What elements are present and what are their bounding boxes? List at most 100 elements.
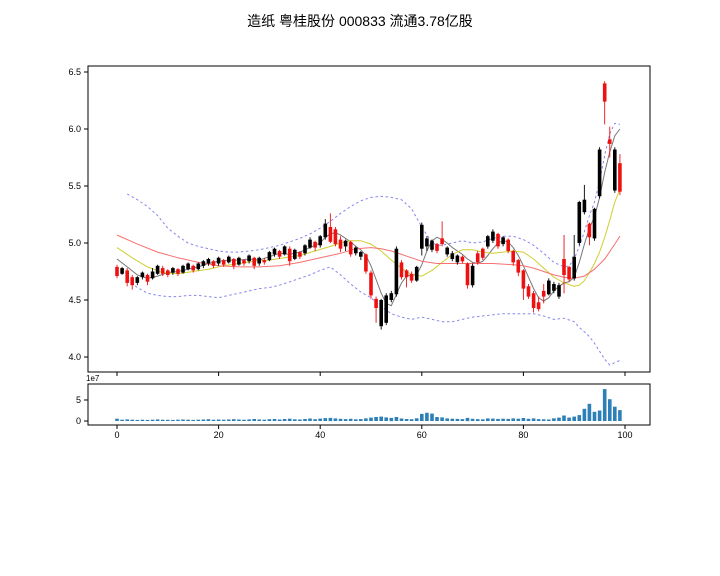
candle-body <box>552 284 556 291</box>
volume-offset-label: 1e7 <box>86 374 100 383</box>
volume-bar <box>287 418 292 421</box>
candle-body <box>232 259 236 266</box>
volume-bar <box>171 419 175 421</box>
ma_mid_yellow-line <box>116 189 621 287</box>
candle-body <box>567 266 571 280</box>
candle-body <box>389 293 394 300</box>
candle-body <box>470 265 475 286</box>
candle <box>552 281 556 294</box>
volume-bar <box>211 419 216 421</box>
candle-body <box>115 266 119 276</box>
volume-bar <box>460 419 465 421</box>
volume-bar <box>384 417 388 421</box>
volume-bar <box>592 411 597 421</box>
candle-body <box>181 265 185 273</box>
volume-bar <box>445 418 449 421</box>
candle <box>521 269 526 300</box>
candle <box>120 266 124 275</box>
candle <box>597 147 602 199</box>
volume-bar <box>150 419 155 421</box>
volume-bar <box>130 419 134 421</box>
candle <box>531 290 536 313</box>
price-tick-label: 5.0 <box>68 238 81 248</box>
volume-bar <box>359 419 363 421</box>
candle-body <box>602 83 607 102</box>
volume-bar <box>521 418 526 421</box>
candle-body <box>384 295 388 323</box>
candle-body <box>130 277 134 286</box>
volume-bar <box>115 418 119 421</box>
candle <box>374 296 378 323</box>
candle-body <box>536 302 541 310</box>
candle <box>150 268 155 280</box>
volume-bar <box>608 399 612 421</box>
volume-bar <box>516 418 521 421</box>
candle <box>206 257 211 266</box>
candle <box>130 274 134 290</box>
candle-body <box>272 248 277 255</box>
candle <box>562 235 566 294</box>
x-tick-label: 20 <box>214 430 224 440</box>
candle <box>191 264 195 273</box>
candle <box>338 236 343 253</box>
volume-bar <box>552 418 556 421</box>
x-tick-label: 0 <box>114 430 119 440</box>
volume-bar <box>501 418 505 421</box>
candle <box>501 236 505 247</box>
candle <box>354 246 358 256</box>
candle-body <box>267 252 272 261</box>
candle <box>547 278 551 296</box>
candle-body <box>262 260 267 263</box>
candle-body <box>618 163 622 192</box>
candle-body <box>450 253 455 259</box>
candle-body <box>592 208 597 239</box>
candle <box>166 269 170 278</box>
boll_lower-line <box>126 266 621 366</box>
candle <box>541 284 546 304</box>
volume-bar <box>176 419 180 421</box>
candle-body <box>242 260 246 264</box>
candle-body <box>166 270 170 275</box>
candle <box>481 247 485 261</box>
candle-body <box>277 251 282 257</box>
volume-bar <box>541 419 546 421</box>
candle <box>323 219 328 240</box>
candle <box>618 154 622 196</box>
candle <box>247 254 251 264</box>
candle-body <box>333 229 338 245</box>
candle-body <box>364 254 368 272</box>
candle-body <box>328 227 333 242</box>
candle <box>394 246 399 297</box>
volume-bar <box>577 415 582 421</box>
volume-bar <box>221 419 226 421</box>
candle <box>227 255 231 264</box>
volume-bar <box>232 419 236 421</box>
candle-body <box>313 241 317 248</box>
candle-body <box>145 274 150 282</box>
candle-body <box>374 298 378 308</box>
volume-bar <box>252 419 256 421</box>
candle-body <box>303 245 307 254</box>
price-tick-label: 4.5 <box>68 295 81 305</box>
candle <box>602 81 607 125</box>
volume-bar <box>582 408 587 421</box>
volume-bar <box>308 418 312 421</box>
candle-body <box>440 238 444 245</box>
volume-bar <box>475 419 480 421</box>
volume-bar <box>160 419 165 421</box>
x-tick-label: 100 <box>617 430 632 440</box>
volume-axes-box <box>87 383 651 426</box>
volume-bar <box>191 419 195 421</box>
price-tick-label: 6.5 <box>68 67 81 77</box>
candle <box>364 253 368 274</box>
candle <box>435 243 439 254</box>
candle-body <box>455 255 460 263</box>
volume-bar <box>262 419 267 421</box>
volume-bar <box>125 419 129 421</box>
candle <box>252 256 256 270</box>
volume-tick-label: 0 <box>76 416 81 426</box>
volume-bar <box>282 419 287 421</box>
volume-bar <box>618 410 622 421</box>
volume-bar <box>242 419 246 421</box>
